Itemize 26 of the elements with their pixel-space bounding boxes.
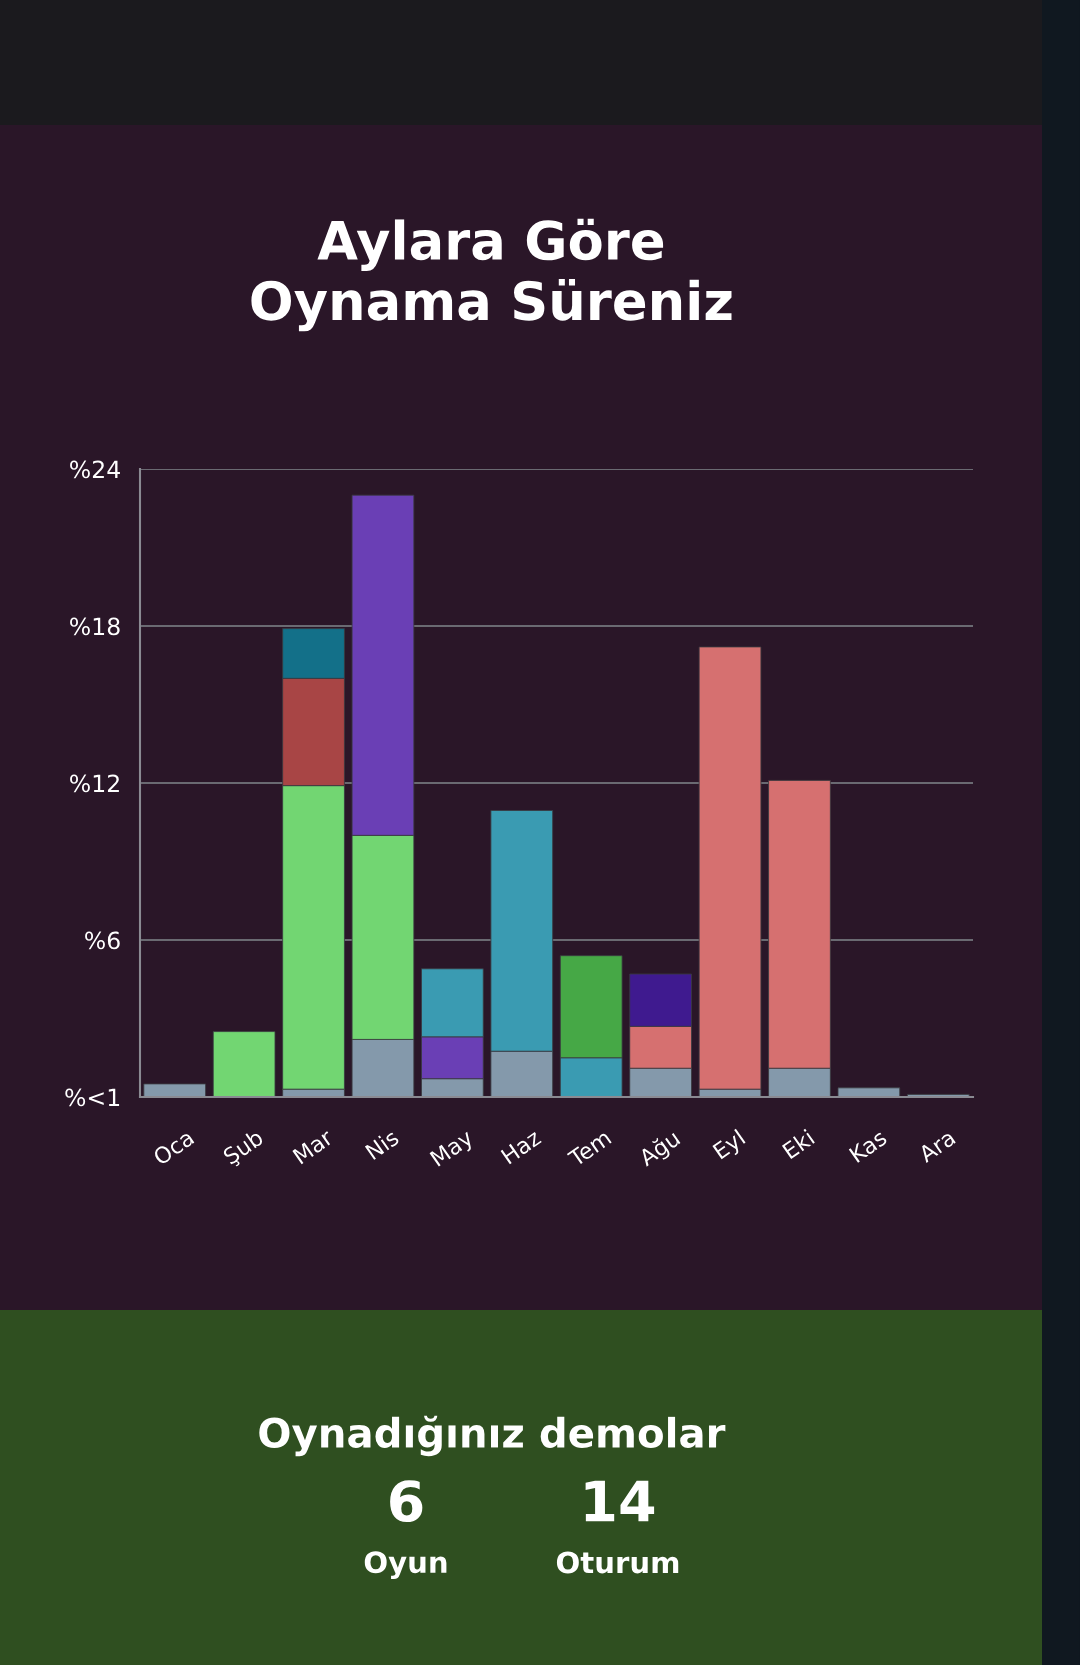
y-tick-label: %<1 [65, 1088, 120, 1107]
bar [837, 1087, 901, 1097]
y-tick-label: %24 [70, 460, 120, 479]
x-tick-label: Tem [566, 1129, 612, 1168]
bar [143, 1083, 207, 1097]
chart-title: Aylara Göre Oynama Süreniz [251, 218, 732, 332]
x-tick-label: Oca [152, 1129, 195, 1166]
text: Oturum [556, 1551, 679, 1574]
y-tick-label: %6 [85, 931, 120, 950]
bar [212, 1031, 276, 1097]
y-tick-label: %18 [70, 617, 120, 636]
x-tick-label: Mar [292, 1128, 335, 1165]
x-tick-label: Eki [781, 1128, 815, 1160]
x-tick-label: Haz [500, 1128, 542, 1165]
x-tick-label: Kas [848, 1128, 888, 1163]
text: Oyun [364, 1551, 447, 1580]
x-tick-label: Eyl [711, 1128, 749, 1164]
y-tick-label: %12 [70, 774, 119, 793]
text: 6 [390, 1480, 423, 1523]
x-tick-label: Ara [917, 1129, 956, 1164]
text: 14 [585, 1480, 655, 1522]
x-tick-label: May [429, 1128, 477, 1171]
x-tick-label: Şub [221, 1128, 267, 1169]
text: Oynadığınız demolar [259, 1415, 726, 1457]
x-tick-label: Ağu [636, 1128, 684, 1171]
x-tick-label: Nis [364, 1128, 400, 1161]
